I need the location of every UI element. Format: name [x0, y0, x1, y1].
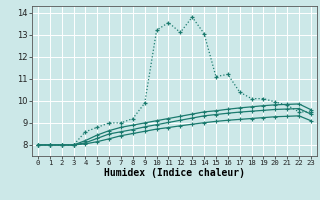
X-axis label: Humidex (Indice chaleur): Humidex (Indice chaleur)	[104, 168, 245, 178]
